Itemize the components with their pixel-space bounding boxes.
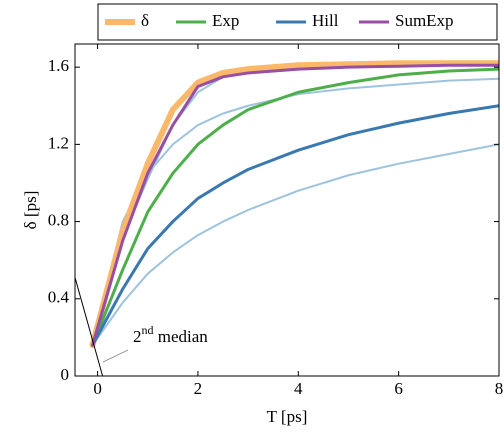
plot-frame: [74, 43, 500, 377]
x-tick-label: 4: [294, 379, 303, 398]
series-line: [91, 63, 499, 347]
y-tick-label: 0: [61, 365, 70, 384]
y-axis-label: δ [ps]: [21, 191, 40, 230]
legend-label: Hill: [312, 11, 339, 30]
series-line: [91, 104, 499, 347]
y-tick-label: 0.8: [48, 210, 69, 229]
y-tick-label: 0.4: [48, 288, 70, 307]
series-line: [89, 60, 499, 349]
x-tick-label: 2: [194, 379, 203, 398]
x-tick-label: 8: [495, 379, 504, 398]
x-tick-label: 0: [93, 379, 102, 398]
y-tick-label: 1.2: [48, 133, 69, 152]
annotation-rest: median: [154, 327, 209, 346]
legend-label: SumExp: [395, 11, 454, 30]
y-tick-label: 1.6: [48, 56, 69, 75]
x-tick-label: 6: [394, 379, 403, 398]
plot-area: [75, 60, 499, 376]
legend-label: δ: [141, 11, 149, 30]
legend-label: Exp: [212, 11, 239, 30]
x-axis-label: T [ps]: [267, 407, 308, 426]
annotation-base: 2: [133, 327, 142, 346]
series-line: [75, 277, 104, 376]
series-line: [91, 67, 499, 347]
annotation-sup: nd: [142, 323, 154, 337]
series-line: [91, 143, 499, 347]
annotation: 2nd median: [133, 323, 208, 346]
annotation-leader: [102, 349, 129, 363]
series-line: [91, 77, 499, 347]
